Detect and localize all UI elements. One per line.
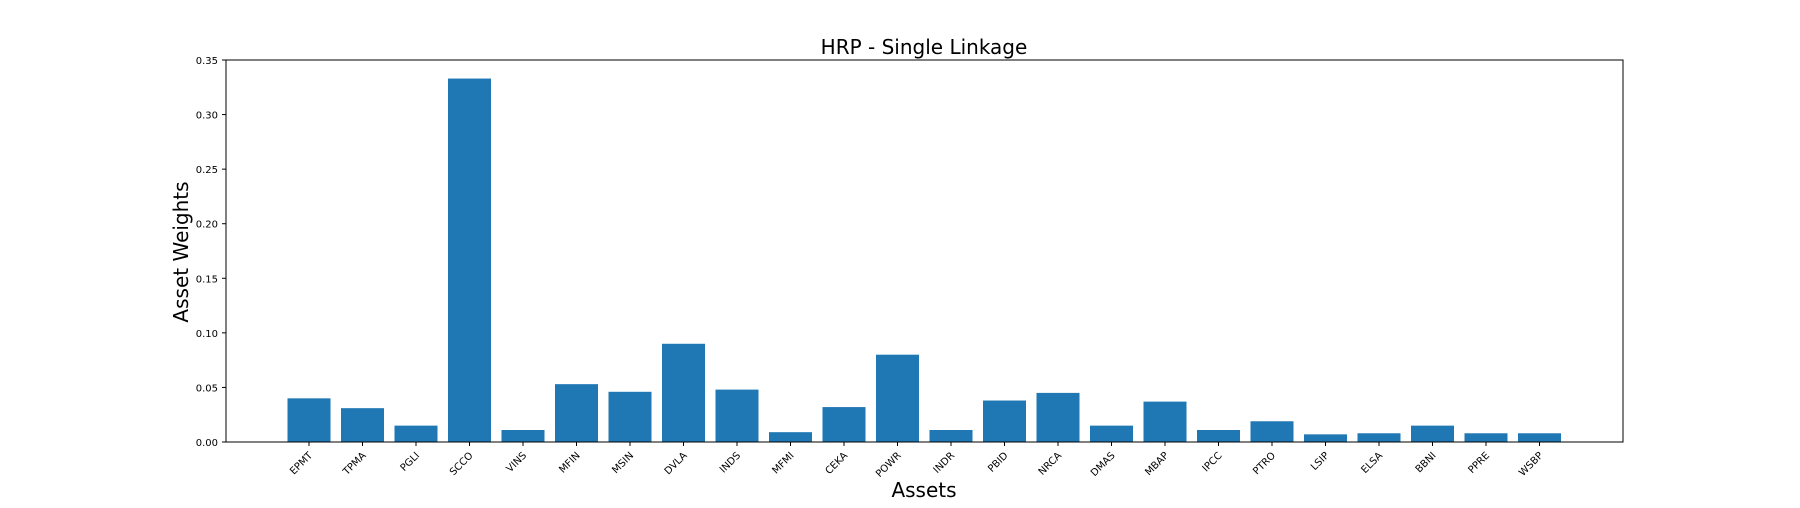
bar-indr bbox=[929, 429, 973, 442]
x-tick-label-pgli: PGLI bbox=[399, 450, 423, 474]
x-tick-label-inds: INDS bbox=[718, 450, 743, 475]
x-tick-label-ceka: CEKA bbox=[824, 450, 851, 477]
bar-powr bbox=[876, 354, 919, 442]
bar-ipcc bbox=[1197, 429, 1240, 442]
chart-title: HRP - Single Linkage bbox=[821, 35, 1028, 59]
y-tick-label: 0.00 bbox=[196, 438, 218, 449]
x-tick-label-powr: POWR bbox=[874, 450, 904, 480]
bar-ceka bbox=[822, 407, 866, 442]
x-tick-label-ipcc: IPCC bbox=[1201, 450, 1225, 474]
x-tick-label-nrca: NRCA bbox=[1037, 450, 1065, 478]
bar-mfin bbox=[555, 384, 598, 442]
x-tick-label-elsa: ELSA bbox=[1359, 450, 1385, 476]
bar-inds bbox=[715, 389, 759, 442]
y-tick-label: 0.05 bbox=[196, 383, 218, 394]
y-axis-label: Asset Weights bbox=[169, 181, 193, 322]
bar-mfmi bbox=[769, 432, 812, 442]
x-tick-label-pbid: PBID bbox=[986, 450, 1011, 475]
bar-pbid bbox=[983, 400, 1026, 442]
bar-bbni bbox=[1411, 425, 1454, 442]
y-axis-ticks: 0.00 0.05 0.10 0.15 0.20 0.25 0.30 0.35 bbox=[196, 56, 226, 449]
y-tick-label: 0.35 bbox=[196, 56, 218, 67]
bar-elsa bbox=[1357, 433, 1401, 442]
x-tick-label-msin: MSIN bbox=[610, 450, 636, 476]
bar-epmt bbox=[287, 398, 331, 442]
bar-ptro bbox=[1250, 421, 1294, 442]
x-tick-label-mfmi: MFMI bbox=[770, 450, 796, 476]
x-tick-label-wsbp: WSBP bbox=[1517, 450, 1545, 478]
x-tick-label-lsip: LSIP bbox=[1309, 450, 1332, 473]
x-tick-label-indr: INDR bbox=[932, 450, 958, 476]
bars-group bbox=[287, 78, 1561, 442]
x-tick-label-tpma: TPMA bbox=[341, 450, 369, 478]
x-tick-label-mbap: MBAP bbox=[1143, 450, 1171, 478]
x-tick-label-dvla: DVLA bbox=[663, 450, 690, 477]
x-tick-label-mfin: MFIN bbox=[557, 450, 582, 475]
x-tick-label-epmt: EPMT bbox=[288, 450, 316, 478]
x-tick-label-bbni: BBNI bbox=[1414, 450, 1439, 475]
y-tick-label: 0.20 bbox=[196, 220, 218, 231]
bar-dmas bbox=[1090, 425, 1133, 442]
x-tick-label-scco: SCCO bbox=[448, 450, 476, 478]
bar-dvla bbox=[662, 343, 705, 442]
bar-msin bbox=[608, 391, 652, 442]
bar-mbap bbox=[1143, 401, 1187, 442]
bar-wsbp bbox=[1518, 433, 1561, 442]
y-tick-label: 0.15 bbox=[196, 274, 218, 285]
plot-frame bbox=[225, 59, 1624, 443]
bar-ppre bbox=[1464, 433, 1508, 442]
y-tick-label: 0.30 bbox=[196, 111, 218, 122]
bar-lsip bbox=[1304, 434, 1347, 442]
x-tick-label-ptro: PTRO bbox=[1251, 450, 1278, 477]
x-tick-label-ppre: PPRE bbox=[1466, 450, 1492, 476]
bar-scco bbox=[448, 78, 491, 442]
x-tick-label-dmas: DMAS bbox=[1089, 450, 1118, 479]
x-axis-ticks: EPMT TPMA PGLI SCCO VINS MFIN MSIN DVLA INDS MFMI… bbox=[288, 442, 1546, 480]
bar-nrca bbox=[1036, 392, 1080, 442]
bar-vins bbox=[501, 429, 545, 442]
y-tick-label: 0.25 bbox=[196, 165, 218, 176]
y-tick-label: 0.10 bbox=[196, 329, 218, 340]
bar-tpma bbox=[341, 408, 384, 442]
x-tick-label-vins: VINS bbox=[505, 450, 529, 474]
x-axis-label: Assets bbox=[891, 478, 956, 502]
bar-pgli bbox=[394, 425, 438, 442]
